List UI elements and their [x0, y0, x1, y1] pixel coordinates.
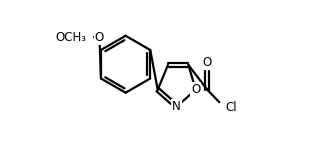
- Text: O: O: [191, 83, 200, 96]
- Text: O: O: [203, 55, 212, 69]
- Text: O: O: [95, 31, 104, 44]
- Text: Cl: Cl: [225, 101, 236, 114]
- Text: OCH₃: OCH₃: [55, 31, 86, 44]
- Text: N: N: [172, 100, 181, 113]
